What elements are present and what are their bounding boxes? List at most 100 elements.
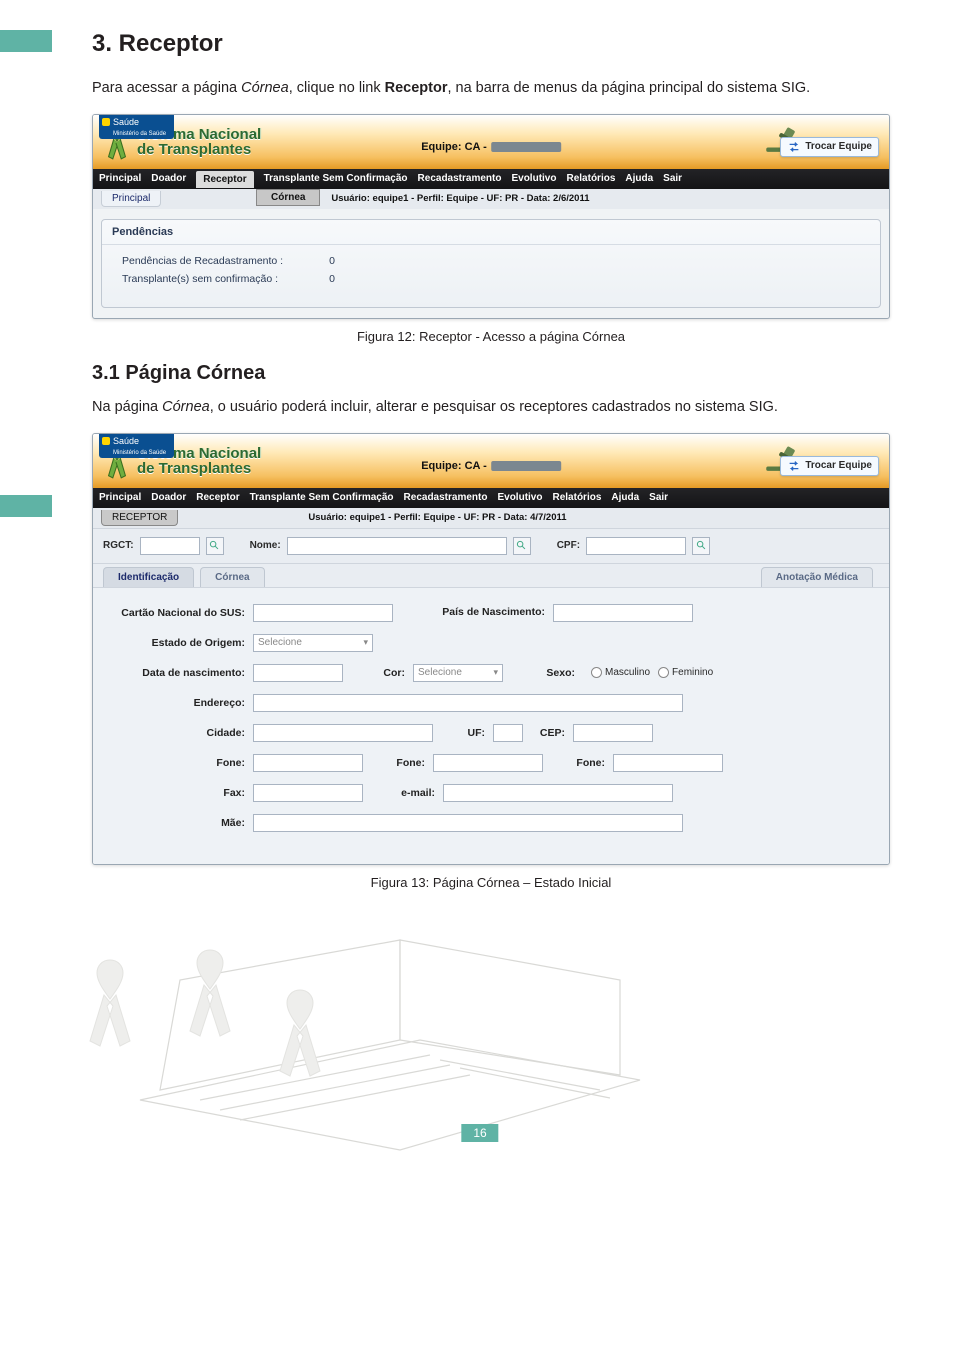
trocar-label: Trocar Equipe bbox=[805, 460, 872, 471]
page-number: 16 bbox=[461, 1124, 498, 1142]
nav-evolutivo[interactable]: Evolutivo bbox=[511, 173, 556, 184]
equipe-value-redacted bbox=[491, 142, 561, 152]
sexo-label: Sexo: bbox=[523, 667, 583, 679]
cep-input[interactable] bbox=[573, 724, 653, 742]
sub-bar: RECEPTOR Usuário: equipe1 - Perfil: Equi… bbox=[93, 508, 889, 528]
nav-sair[interactable]: Sair bbox=[649, 492, 668, 503]
nav-principal[interactable]: Principal bbox=[99, 492, 141, 503]
brand-header: Saúde Ministério da Saúde Sistema Nacion… bbox=[93, 434, 889, 488]
endereco-input[interactable] bbox=[253, 694, 683, 712]
form-tabs: Identificação Córnea Anotação Médica bbox=[93, 564, 889, 588]
saude-text: Saúde bbox=[113, 117, 139, 127]
saude-text: Saúde bbox=[113, 436, 139, 446]
tab-identificacao[interactable]: Identificação bbox=[103, 567, 194, 587]
cpf-search-button[interactable] bbox=[692, 537, 710, 555]
fone1-input[interactable] bbox=[253, 754, 363, 772]
pendencia-row: Pendências de Recadastramento : 0 bbox=[122, 255, 860, 267]
saude-logo: Saúde Ministério da Saúde bbox=[99, 434, 174, 458]
nav-transplante[interactable]: Transplante Sem Confirmação bbox=[264, 173, 408, 184]
nav-receptor[interactable]: Receptor bbox=[196, 171, 253, 188]
email-label: e-mail: bbox=[383, 787, 443, 799]
sexo-masc-radio[interactable] bbox=[591, 667, 602, 678]
nav-doador[interactable]: Doador bbox=[151, 173, 186, 184]
footer-watermark: 16 bbox=[0, 900, 960, 1160]
mae-label: Mãe: bbox=[113, 817, 253, 829]
cidade-label: Cidade: bbox=[113, 727, 253, 739]
dnasc-label: Data de nascimento: bbox=[113, 667, 253, 679]
ministerio-text: Ministério da Saúde bbox=[113, 131, 166, 137]
nav-recadastramento[interactable]: Recadastramento bbox=[404, 492, 488, 503]
dropdown-cornea[interactable]: Córnea bbox=[256, 189, 320, 206]
main-nav: Principal Doador Receptor Transplante Se… bbox=[93, 488, 889, 508]
cpf-label: CPF: bbox=[557, 540, 580, 551]
fone3-input[interactable] bbox=[613, 754, 723, 772]
subsection-paragraph: Na página Córnea, o usuário poderá inclu… bbox=[92, 397, 890, 419]
nav-doador[interactable]: Doador bbox=[151, 492, 186, 503]
nav-relatorios[interactable]: Relatórios bbox=[552, 492, 601, 503]
figure-caption-13: Figura 13: Página Córnea – Estado Inicia… bbox=[92, 875, 890, 890]
brand-header: Saúde Ministério da Saúde Sistema Nacion… bbox=[93, 115, 889, 169]
uf-input[interactable] bbox=[493, 724, 523, 742]
masc-label: Masculino bbox=[605, 667, 650, 678]
trocar-equipe-button[interactable]: Trocar Equipe bbox=[780, 137, 879, 157]
subsection-heading: 3.1 Página Córnea bbox=[92, 362, 890, 385]
screenshot-receptor-menu: Saúde Ministério da Saúde Sistema Nacion… bbox=[92, 114, 890, 319]
status-text: Usuário: equipe1 - Perfil: Equipe - UF: … bbox=[331, 193, 589, 204]
nav-sair[interactable]: Sair bbox=[663, 173, 682, 184]
tab-cornea[interactable]: Córnea bbox=[200, 567, 264, 587]
rgct-label: RGCT: bbox=[103, 540, 134, 551]
trocar-equipe-button[interactable]: Trocar Equipe bbox=[780, 456, 879, 476]
pendencia-value: 0 bbox=[322, 255, 342, 267]
pendencias-panel: Pendências Pendências de Recadastramento… bbox=[101, 219, 881, 308]
cor-select[interactable]: Selecione bbox=[413, 664, 503, 682]
text: Para acessar a página bbox=[92, 80, 241, 96]
breadcrumb: Principal bbox=[101, 191, 161, 207]
estado-label: Estado de Origem: bbox=[113, 637, 253, 649]
text: Equipe: CA - bbox=[421, 460, 487, 472]
text-italic: Córnea bbox=[162, 399, 210, 415]
dnasc-input[interactable] bbox=[253, 664, 343, 682]
text-italic: Córnea bbox=[241, 80, 289, 96]
sus-input[interactable] bbox=[253, 604, 393, 622]
email-input[interactable] bbox=[443, 784, 673, 802]
nav-evolutivo[interactable]: Evolutivo bbox=[497, 492, 542, 503]
pendencia-label: Transplante(s) sem confirmação : bbox=[122, 273, 322, 285]
screenshot-cornea-form: Saúde Ministério da Saúde Sistema Nacion… bbox=[92, 433, 890, 865]
cpf-input[interactable] bbox=[586, 537, 686, 555]
equipe-label: Equipe: CA - bbox=[421, 460, 561, 472]
text: Na página bbox=[92, 399, 162, 415]
nome-input[interactable] bbox=[287, 537, 507, 555]
fone2-input[interactable] bbox=[433, 754, 543, 772]
side-accent bbox=[0, 495, 52, 517]
nav-receptor[interactable]: Receptor bbox=[196, 492, 239, 503]
nav-ajuda[interactable]: Ajuda bbox=[611, 492, 639, 503]
uf-label: UF: bbox=[453, 727, 493, 739]
mae-input[interactable] bbox=[253, 814, 683, 832]
cidade-input[interactable] bbox=[253, 724, 433, 742]
nav-transplante[interactable]: Transplante Sem Confirmação bbox=[250, 492, 394, 503]
text: , clique no link bbox=[289, 80, 385, 96]
brand-line: de Transplantes bbox=[137, 142, 261, 157]
fem-label: Feminino bbox=[672, 667, 713, 678]
fax-input[interactable] bbox=[253, 784, 363, 802]
tab-anotacao[interactable]: Anotação Médica bbox=[761, 567, 873, 587]
estado-select[interactable]: Selecione bbox=[253, 634, 373, 652]
side-accent bbox=[0, 30, 52, 52]
nav-recadastramento[interactable]: Recadastramento bbox=[418, 173, 502, 184]
nav-ajuda[interactable]: Ajuda bbox=[625, 173, 653, 184]
cor-label: Cor: bbox=[363, 667, 413, 679]
sus-label: Cartão Nacional do SUS: bbox=[113, 607, 253, 619]
main-nav: Principal Doador Receptor Transplante Se… bbox=[93, 169, 889, 189]
fone1-label: Fone: bbox=[113, 757, 253, 769]
brand-line: de Transplantes bbox=[137, 461, 261, 476]
nome-search-button[interactable] bbox=[513, 537, 531, 555]
text-bold: Receptor bbox=[385, 80, 448, 96]
sub-bar: Principal Usuário: equipe1 - Perfil: Equ… bbox=[93, 189, 889, 209]
sexo-fem-radio[interactable] bbox=[658, 667, 669, 678]
nav-principal[interactable]: Principal bbox=[99, 173, 141, 184]
pais-input[interactable] bbox=[553, 604, 693, 622]
rgct-input[interactable] bbox=[140, 537, 200, 555]
text: , o usuário poderá incluir, alterar e pe… bbox=[210, 399, 778, 415]
rgct-search-button[interactable] bbox=[206, 537, 224, 555]
nav-relatorios[interactable]: Relatórios bbox=[566, 173, 615, 184]
